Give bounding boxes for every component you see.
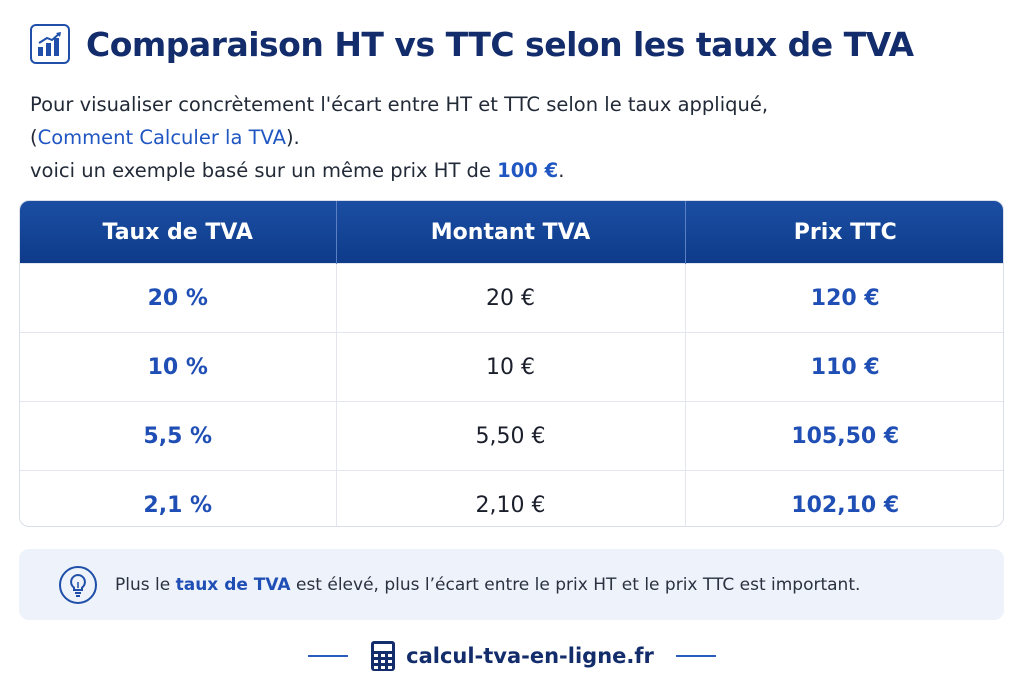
calculator-icon — [370, 640, 396, 672]
intro-text: Pour visualiser concrètement l'écart ent… — [30, 88, 1000, 187]
base-price: 100 € — [497, 159, 559, 182]
tip-box: Plus le taux de TVA est élevé, plus l’éc… — [19, 549, 1004, 620]
calcul-tva-link[interactable]: Comment Calculer la TVA — [37, 126, 286, 149]
tip-text: Plus le taux de TVA est élevé, plus l’éc… — [115, 575, 860, 595]
tip-highlight: taux de TVA — [175, 574, 291, 595]
footer-divider-right — [675, 655, 716, 657]
footer: calcul-tva-en-ligne.fr — [0, 636, 1024, 676]
footer-divider-left — [308, 655, 349, 657]
table-row: 20 % 20 € 120 € — [20, 263, 1003, 333]
intro-line-3-suffix: . — [558, 159, 565, 182]
cell-ttc: 102,10 € — [685, 470, 1003, 526]
table-row: 2,1 % 2,10 € 102,10 € — [20, 470, 1003, 526]
cell-ttc: 110 € — [685, 332, 1003, 402]
cell-ttc: 105,50 € — [685, 401, 1003, 471]
cell-ttc: 120 € — [685, 263, 1003, 333]
intro-line-2: (Comment Calculer la TVA). — [30, 121, 1000, 154]
header-taux: Taux de TVA — [20, 201, 337, 264]
cell-rate: 2,1 % — [20, 470, 337, 526]
header-montant: Montant TVA — [336, 201, 686, 264]
table-row: 5,5 % 5,50 € 105,50 € — [20, 401, 1003, 471]
page-header: Comparaison HT vs TTC selon les taux de … — [30, 24, 914, 64]
cell-rate: 5,5 % — [20, 401, 337, 471]
intro-paren-close: ). — [285, 126, 300, 149]
cell-amount: 20 € — [336, 263, 686, 333]
intro-line-3-prefix: voici un exemple basé sur un même prix H… — [30, 159, 498, 182]
intro-line-1: Pour visualiser concrètement l'écart ent… — [30, 93, 769, 116]
header-ttc: Prix TTC — [685, 201, 1003, 264]
cell-rate: 10 % — [20, 332, 337, 402]
cell-amount: 2,10 € — [336, 470, 686, 526]
intro-line-3: voici un exemple basé sur un même prix H… — [30, 154, 1000, 187]
table-row: 10 % 10 € 110 € — [20, 332, 1003, 402]
intro-paren-open: ( — [30, 126, 38, 149]
vat-comparison-table: Taux de TVA Montant TVA Prix TTC 20 % 20… — [19, 200, 1004, 527]
site-name: calcul-tva-en-ligne.fr — [406, 644, 654, 668]
tip-suffix: est élevé, plus l’écart entre le prix HT… — [290, 574, 861, 595]
lightbulb-icon — [59, 565, 97, 604]
cell-amount: 5,50 € — [336, 401, 686, 471]
tip-prefix: Plus le — [115, 574, 176, 595]
cell-amount: 10 € — [336, 332, 686, 402]
bar-chart-icon — [30, 24, 70, 64]
page-title: Comparaison HT vs TTC selon les taux de … — [86, 24, 914, 64]
cell-rate: 20 % — [20, 263, 337, 333]
table-header-row: Taux de TVA Montant TVA Prix TTC — [20, 201, 1003, 264]
